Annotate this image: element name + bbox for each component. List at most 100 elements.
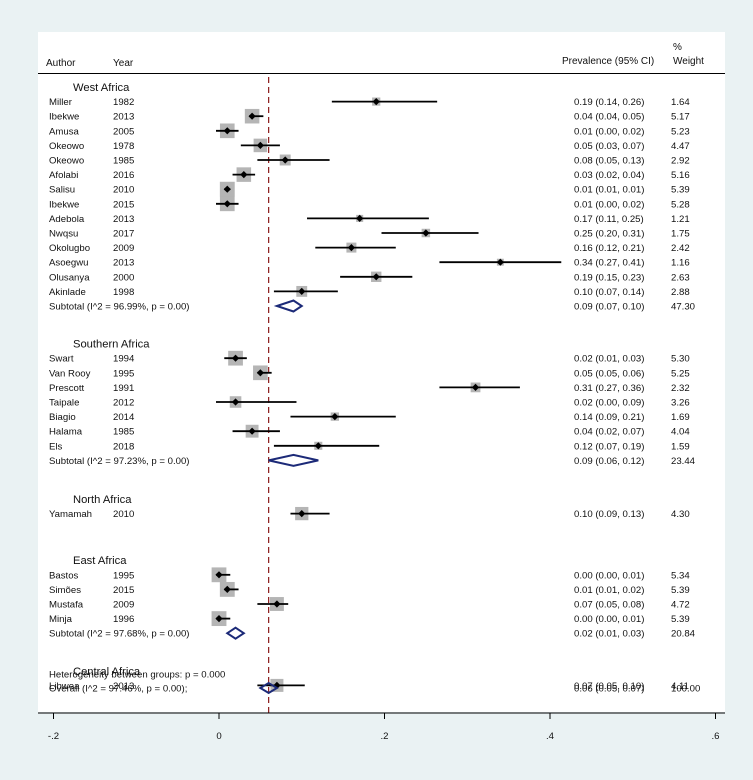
study-author: Salisu <box>49 185 75 196</box>
prevalence-ci-value: 0.12 (0.07, 0.19) <box>574 441 644 452</box>
weight-value: 4.47 <box>671 141 690 152</box>
point-estimate <box>223 185 231 193</box>
point-estimate <box>422 229 430 237</box>
prevalence-ci-value: 0.03 (0.02, 0.04) <box>574 170 644 181</box>
weight-value: 4.11 <box>671 681 689 692</box>
study-year: 2013 <box>113 214 134 225</box>
study-year: 2014 <box>113 412 135 423</box>
point-estimate <box>331 413 339 421</box>
study-year: 2013 <box>113 681 134 692</box>
prevalence-ci-value: 0.19 (0.15, 0.23) <box>574 272 644 283</box>
subtotal-diamond <box>273 299 304 313</box>
study-author: Nwqsu <box>49 229 78 240</box>
study-author: Swart <box>49 354 74 365</box>
weight-value: 1.75 <box>671 229 690 240</box>
weight-value: 1.16 <box>671 258 690 269</box>
study-author: Minja <box>49 614 73 625</box>
subgroup-heading: Southern Africa <box>73 339 150 351</box>
study-author: Halama <box>49 427 83 438</box>
point-estimate <box>372 98 380 106</box>
prevalence-ci-value: 0.10 (0.09, 0.13) <box>574 509 644 520</box>
subgroup-heading: East Africa <box>73 555 127 567</box>
point-estimate <box>273 600 281 608</box>
prevalence-ci-value: 0.00 (0.00, 0.01) <box>574 570 644 581</box>
point-estimate <box>356 214 364 222</box>
weight-value: 47.30 <box>671 302 695 313</box>
study-author: Els <box>49 441 63 452</box>
weight-value: 4.72 <box>671 600 690 611</box>
header-weight-percent: % <box>673 42 682 53</box>
prevalence-ci-value: 0.07 (0.05, 0.10) <box>574 681 644 692</box>
study-year: 1998 <box>113 287 134 298</box>
prevalence-ci-value: 0.34 (0.27, 0.41) <box>574 258 644 269</box>
prevalence-ci-value: 0.14 (0.09, 0.21) <box>574 412 644 423</box>
x-tick-label: .2 <box>380 731 388 742</box>
point-estimate <box>256 141 264 149</box>
study-year: 1985 <box>113 156 134 167</box>
study-author: Akinlade <box>49 287 86 298</box>
prevalence-ci-value: 0.01 (0.00, 0.02) <box>574 199 644 210</box>
weight-value: 3.26 <box>671 398 690 409</box>
prevalence-ci-value: 0.09 (0.06, 0.12) <box>574 456 644 467</box>
point-estimate <box>281 156 289 164</box>
study-author: Libwea <box>49 681 80 692</box>
study-year: 2012 <box>113 398 134 409</box>
study-author: Okolugbo <box>49 243 90 254</box>
point-estimate <box>248 427 256 435</box>
point-estimate <box>231 398 240 406</box>
weight-value: 5.30 <box>671 354 690 365</box>
weight-value: 2.32 <box>671 383 690 394</box>
study-year: 2010 <box>113 185 134 196</box>
point-estimate <box>347 244 355 252</box>
point-estimate <box>496 258 504 266</box>
subtotal-diamond <box>225 626 246 640</box>
weight-value: 2.92 <box>671 156 690 167</box>
study-year: 1991 <box>113 383 134 394</box>
study-year: 2009 <box>113 243 134 254</box>
study-year: 2018 <box>113 441 134 452</box>
point-estimate <box>215 571 223 579</box>
weight-value: 1.69 <box>671 412 690 423</box>
study-author: Van Rooy <box>49 368 91 379</box>
subtotal-diamond <box>268 453 319 467</box>
point-estimate <box>231 354 240 362</box>
prevalence-ci-value: 0.16 (0.12, 0.21) <box>574 243 644 254</box>
weight-value: 5.39 <box>671 585 690 596</box>
plot-panel <box>38 32 725 712</box>
subgroup-heading: West Africa <box>73 82 130 94</box>
prevalence-ci-value: 0.17 (0.11, 0.25) <box>574 214 644 225</box>
x-tick-label: .6 <box>711 731 719 742</box>
study-author: Mustafa <box>49 600 84 611</box>
study-author: Prescott <box>49 383 85 394</box>
study-year: 2010 <box>113 509 134 520</box>
overall-label: Overall (I^2 = 97.46%, p = 0.00); <box>49 684 187 695</box>
weight-value: 5.34 <box>671 570 690 581</box>
weight-value: 5.39 <box>671 614 690 625</box>
weight-value: 1.59 <box>671 441 690 452</box>
weight-value: 5.39 <box>671 185 690 196</box>
point-estimate <box>223 585 231 593</box>
point-estimate <box>248 112 256 120</box>
study-year: 2013 <box>113 258 134 269</box>
prevalence-ci-value: 0.25 (0.20, 0.31) <box>574 229 644 240</box>
prevalence-ci-value: 0.04 (0.04, 0.05) <box>574 112 644 123</box>
heterogeneity-text: Heterogeneity between groups: p = 0.000 <box>49 670 225 681</box>
point-estimate <box>223 200 231 208</box>
point-estimate <box>471 383 480 391</box>
study-author: Yamamah <box>49 509 92 520</box>
weight-value: 2.63 <box>671 272 690 283</box>
point-estimate <box>372 273 380 281</box>
study-year: 1985 <box>113 427 134 438</box>
x-tick-label: -.2 <box>48 731 59 742</box>
overall-weight: 100.00 <box>671 684 700 695</box>
prevalence-ci-value: 0.01 (0.00, 0.02) <box>574 126 644 137</box>
study-year: 1978 <box>113 141 134 152</box>
weight-value: 5.16 <box>671 170 690 181</box>
study-year: 1996 <box>113 614 134 625</box>
point-estimate <box>298 510 306 518</box>
point-estimate <box>298 287 306 295</box>
overall-diamond <box>258 681 279 695</box>
subtotal-label: Subtotal (I^2 = 97.23%, p = 0.00) <box>49 456 190 467</box>
study-year: 2015 <box>113 199 134 210</box>
weight-value: 5.23 <box>671 126 690 137</box>
